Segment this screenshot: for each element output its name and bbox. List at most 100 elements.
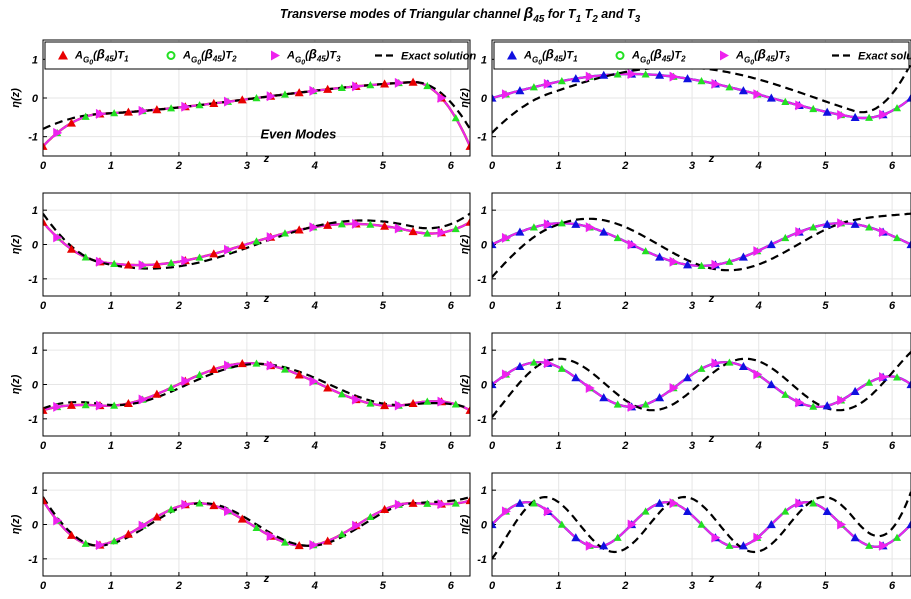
series-t2-marker <box>557 364 566 372</box>
series-t3-marker <box>669 498 679 509</box>
x-tick-label: 3 <box>689 580 695 592</box>
series-t3-marker <box>753 89 763 100</box>
x-tick-label: 4 <box>755 300 762 312</box>
series-t3-marker <box>181 255 191 266</box>
series-t3-marker <box>795 498 805 509</box>
series-t3-marker <box>224 96 234 107</box>
x-tick-label: 1 <box>108 160 114 172</box>
x-tick-label: 5 <box>822 440 829 452</box>
series-t1-marker <box>237 358 247 368</box>
subplot-left-2: 0 1 2 3 4 5 6 -1 0 1 z η(z) <box>10 192 471 312</box>
x-tick-label: 3 <box>244 160 250 172</box>
series-t3-marker <box>669 71 679 82</box>
x-tick-label: 3 <box>689 160 695 172</box>
series-t1-marker <box>380 504 390 514</box>
series-t1-marker <box>323 84 333 93</box>
x-tick-label: 2 <box>621 440 628 452</box>
series-t2-marker <box>529 358 538 366</box>
series-t1-marker <box>323 536 333 545</box>
y-tick-label: -1 <box>477 132 487 144</box>
x-tick-label: 2 <box>621 580 628 592</box>
subplot-left-4: 0 1 2 3 4 5 6 -1 0 1 z η(z) <box>10 472 471 592</box>
series-t2-marker <box>725 257 734 265</box>
series-t2-marker <box>613 70 622 78</box>
axes-box <box>42 472 471 577</box>
series-group <box>43 358 470 414</box>
series-t1-marker <box>465 495 470 505</box>
x-tick-label: 2 <box>175 160 182 172</box>
series-t2-marker <box>366 512 375 521</box>
legend-item-exact: Exact solution <box>832 51 911 63</box>
series-t1-marker <box>294 225 304 234</box>
series-t1-marker <box>43 495 48 505</box>
x-tick-label: 4 <box>755 440 762 452</box>
series-t1-marker <box>822 219 832 228</box>
series-t3-marker <box>437 227 447 238</box>
y-tick-label: 1 <box>481 345 487 357</box>
y-tick-label: 0 <box>481 93 488 105</box>
series-t3-marker <box>53 127 63 138</box>
axes-box <box>491 332 911 437</box>
series-t1-marker <box>209 249 219 258</box>
x-tick-label: 0 <box>40 300 47 312</box>
x-axis-label: z <box>708 293 715 305</box>
series-t2-marker <box>167 104 176 112</box>
series-t3-marker <box>95 256 105 267</box>
series-t3-marker <box>879 109 889 120</box>
series-t2-marker <box>195 253 204 261</box>
series-t2-marker <box>423 81 432 90</box>
series-t1-marker <box>492 520 497 529</box>
series-t1-marker <box>43 405 48 414</box>
series-t3-marker <box>543 219 553 230</box>
series-t3-marker <box>309 85 319 96</box>
series-t3-marker <box>753 246 763 257</box>
x-tick-label: 0 <box>489 160 496 172</box>
y-tick-label: 1 <box>481 485 487 497</box>
y-axis-label: η(z) <box>10 234 22 254</box>
subplot-left-3: 0 1 2 3 4 5 6 -1 0 1 z η(z) <box>10 332 471 452</box>
series-t1-marker <box>738 252 748 261</box>
legend-label: AG0(β45)T1 <box>74 47 129 67</box>
series-t3-marker <box>53 232 63 243</box>
series-t3-marker <box>138 394 148 405</box>
x-axis-label: z <box>263 153 270 165</box>
legend-item-t2: AG0(β45)T2 <box>166 47 237 67</box>
series-t3-marker <box>585 222 595 233</box>
series-t3-marker <box>711 358 721 369</box>
series-t2-marker <box>529 83 538 91</box>
series-t3-marker <box>181 101 191 112</box>
series-t2-marker <box>81 112 90 120</box>
y-tick-label: -1 <box>477 554 487 566</box>
x-tick-label: 1 <box>556 580 562 592</box>
series-t2-marker <box>613 233 622 242</box>
series-t1-marker <box>571 533 581 542</box>
axes-box <box>491 472 911 577</box>
series-t3-marker <box>837 519 847 530</box>
legend-label: AG0(β45)T2 <box>631 47 686 67</box>
series-t1-marker <box>906 380 911 389</box>
series-t3-marker <box>181 376 191 387</box>
series-t2-marker <box>110 259 119 267</box>
series-t1-marker <box>906 520 911 529</box>
legend-marker <box>720 50 729 61</box>
series-t2-marker <box>252 94 261 102</box>
series-t3-marker <box>394 499 404 510</box>
x-axis-label: z <box>263 573 270 585</box>
series-t2-marker <box>557 77 566 85</box>
series-t3-marker <box>543 358 553 369</box>
series-t2-marker <box>451 400 460 408</box>
series-t3-marker <box>95 400 105 411</box>
series-t2-marker <box>893 233 902 242</box>
series-t2-marker <box>697 77 706 85</box>
series-group <box>492 351 911 418</box>
x-tick-label: 4 <box>311 440 318 452</box>
series-t3-marker <box>501 232 511 243</box>
series-t3-marker <box>501 506 511 517</box>
series-t2-marker <box>451 224 460 233</box>
x-tick-label: 5 <box>380 580 387 592</box>
series-t2-marker <box>613 400 622 408</box>
series-t2-marker <box>641 400 650 408</box>
series-t1-marker <box>380 401 390 410</box>
legend-item-t3: AG0(β45)T3 <box>271 47 341 67</box>
series-t3-marker <box>627 69 637 80</box>
